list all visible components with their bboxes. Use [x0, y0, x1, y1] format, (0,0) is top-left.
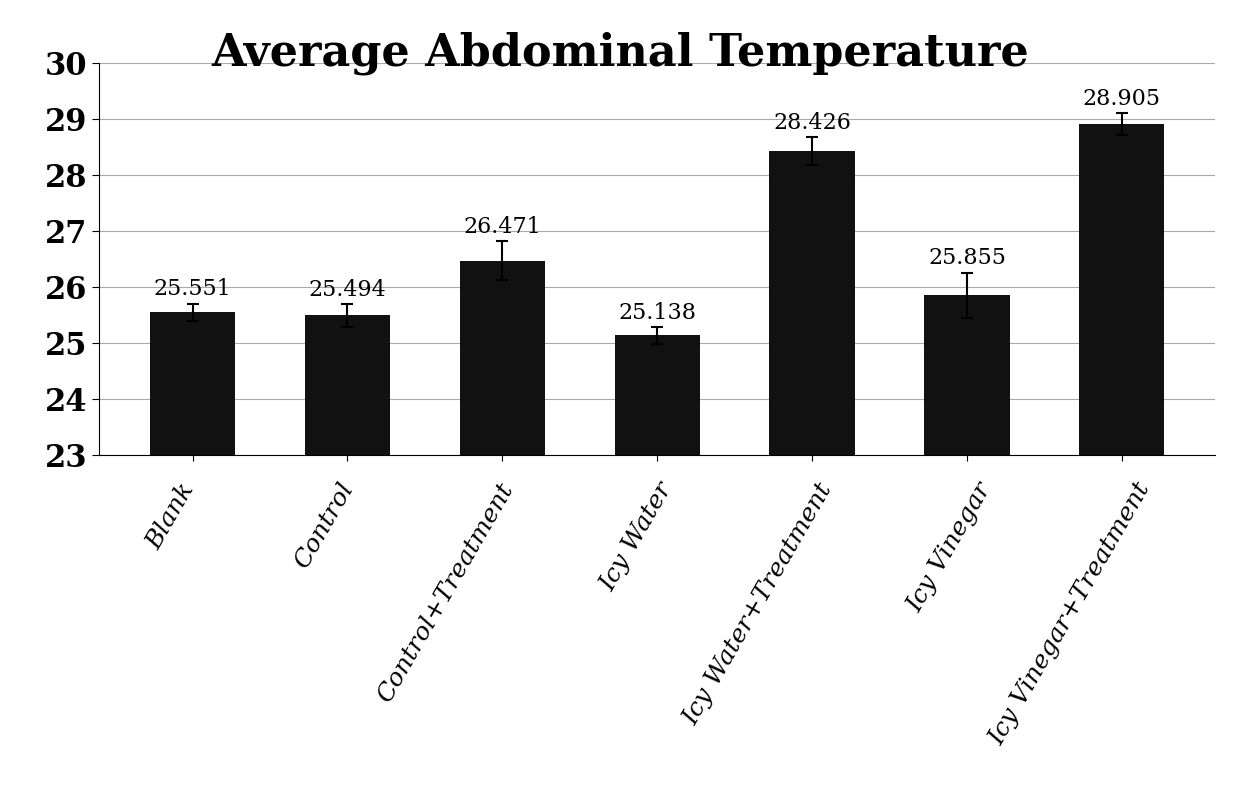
Text: 28.426: 28.426: [774, 111, 851, 133]
Text: Control: Control: [290, 479, 358, 573]
Text: Icy Water+Treatment: Icy Water+Treatment: [680, 479, 837, 728]
Text: 26.471: 26.471: [464, 216, 541, 238]
Text: Average Abdominal Temperature: Average Abdominal Temperature: [211, 31, 1029, 75]
Bar: [460, 261, 544, 455]
Text: Control+Treatment: Control+Treatment: [373, 479, 517, 706]
Text: 25.138: 25.138: [619, 301, 696, 323]
Text: 25.494: 25.494: [309, 279, 387, 301]
Bar: [615, 335, 699, 455]
Bar: [150, 312, 236, 455]
Text: Blank: Blank: [143, 479, 198, 553]
Bar: [770, 151, 854, 455]
Text: 25.855: 25.855: [928, 247, 1006, 269]
Text: 28.905: 28.905: [1083, 88, 1161, 110]
Text: Icy Vinegar: Icy Vinegar: [904, 479, 996, 616]
Text: 25.551: 25.551: [154, 279, 232, 301]
Bar: [924, 295, 1009, 455]
Text: Icy Vinegar+Treatment: Icy Vinegar+Treatment: [986, 479, 1156, 750]
Text: Icy Water: Icy Water: [596, 479, 677, 595]
Bar: [1079, 124, 1164, 455]
Bar: [305, 316, 391, 455]
